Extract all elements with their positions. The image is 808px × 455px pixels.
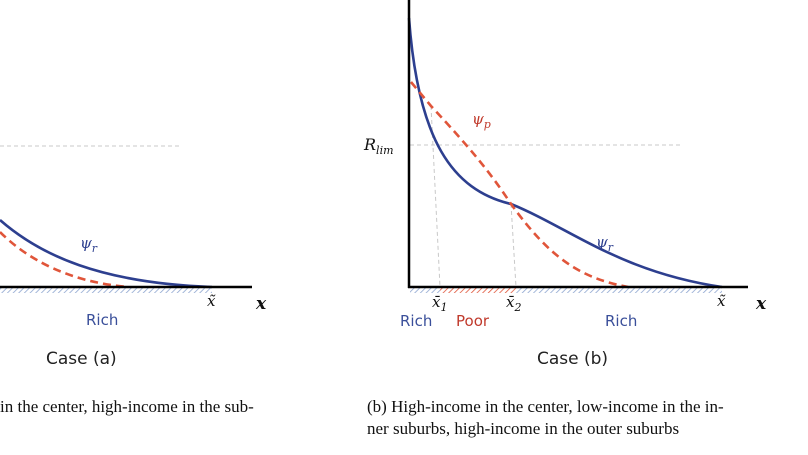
rich-curve-b xyxy=(407,17,723,289)
rich-region-hatch-a xyxy=(0,288,212,293)
rich-region-hatch-right xyxy=(516,288,722,293)
rich-region-label-a: Rich xyxy=(86,311,118,329)
psi-r-label-b: ψr xyxy=(596,233,614,254)
rich-curve-a xyxy=(0,219,213,289)
caption-a: in the center, high-income in the sub- xyxy=(0,397,254,416)
x-axis-label-a: x xyxy=(255,294,267,314)
caption-b-line-2: ner suburbs, high-income in the outer su… xyxy=(367,419,680,438)
xtilde-label-b: x̃ xyxy=(717,292,726,310)
panel-b: Rlim ψp ψr x̄1 x̄2 x̃ x Rich Poor Rich C… xyxy=(363,0,767,369)
poor-curve-b xyxy=(410,81,629,289)
x2-label: x̄2 xyxy=(506,293,521,314)
poor-curve-a xyxy=(0,231,129,289)
case-a-label: Case (a) xyxy=(46,349,117,369)
x2-guide-line xyxy=(510,203,517,288)
case-b-label: Case (b) xyxy=(537,349,608,369)
panel-a: ψr x̃ x Rich Case (a) xyxy=(0,145,267,369)
rich-region-label-left: Rich xyxy=(400,312,432,330)
rich-region-hatch-left xyxy=(410,288,440,293)
x1-label: x̄1 xyxy=(432,293,447,314)
r-lim-label: Rlim xyxy=(363,135,394,157)
psi-r-label-a: ψr xyxy=(80,234,98,255)
poor-region-label: Poor xyxy=(456,312,490,330)
poor-region-hatch xyxy=(440,288,516,293)
psi-p-label: ψp xyxy=(472,110,491,131)
rich-region-label-right: Rich xyxy=(605,312,637,330)
xtilde-label-a: x̃ xyxy=(207,292,216,310)
x-axis-label-b: x xyxy=(755,294,767,314)
caption-b-line-1: (b) High-income in the center, low-incom… xyxy=(367,397,724,416)
